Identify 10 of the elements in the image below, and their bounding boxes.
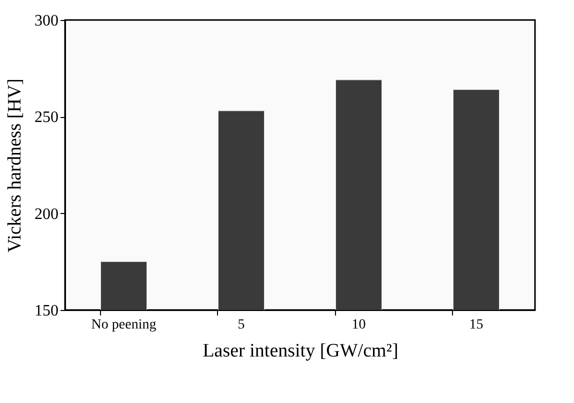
y-tick-label: 150: [34, 302, 58, 320]
x-tick-label: 5: [238, 318, 245, 332]
x-tick-label: No peening: [91, 318, 156, 332]
y-axis-title: Vickers hardness [HV]: [4, 78, 26, 253]
y-tick-label: 250: [34, 109, 58, 126]
x-tick-label: 10: [352, 318, 366, 332]
y-tick-label: 200: [34, 206, 58, 223]
x-axis-title: Laser intensity [GW/cm²]: [202, 340, 398, 362]
x-tick-label: 15: [469, 318, 484, 332]
y-tick-label: 300: [34, 12, 58, 30]
